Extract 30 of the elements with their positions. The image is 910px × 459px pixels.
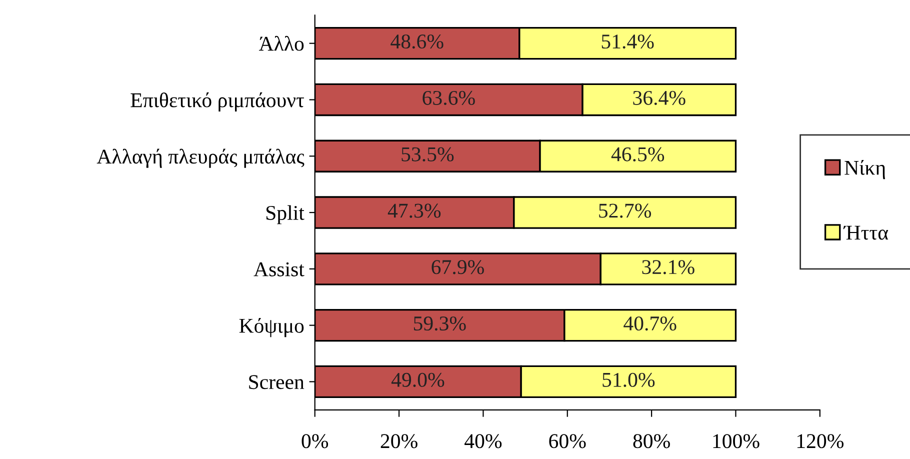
data-label: 47.3%: [388, 204, 441, 218]
x-tick-label: 80%: [633, 434, 670, 448]
legend-label: Ήττα: [843, 226, 888, 240]
x-tick-label: 20%: [380, 434, 418, 448]
x-tick-label: 40%: [464, 434, 502, 448]
y-tick-label: Screen: [249, 375, 304, 390]
data-label: 52.7%: [599, 204, 652, 218]
x-tick-label: 60%: [549, 434, 586, 448]
y-tick-label: Assist: [254, 262, 304, 276]
x-tick-label: 120%: [797, 434, 844, 448]
data-label: 51.0%: [602, 372, 655, 387]
data-label: 46.5%: [611, 147, 664, 162]
x-tick-label: 0%: [302, 434, 328, 448]
y-tick-label: Επιθετικό ριμπάουντ: [130, 92, 304, 112]
data-label: 32.1%: [642, 260, 694, 274]
data-label: 48.6%: [390, 34, 444, 49]
y-tick-label: Αλλαγή πλευράς μπάλας: [96, 148, 304, 168]
data-label: 51.4%: [602, 34, 654, 49]
x-tick-label: 100%: [713, 434, 760, 448]
y-tick-label: Split: [266, 205, 304, 224]
data-label: 63.6%: [422, 90, 475, 106]
y-tick-label: Κόψιμο: [239, 318, 304, 338]
data-label: 40.7%: [624, 316, 676, 331]
data-label: 59.3%: [414, 316, 466, 331]
data-label: 49.0%: [391, 372, 444, 387]
legend-label: Νίκη: [844, 160, 886, 180]
data-label: 67.9%: [432, 260, 484, 274]
data-label: 36.4%: [633, 90, 686, 106]
data-label: 53.5%: [402, 147, 454, 162]
y-tick-label: Άλλο: [258, 36, 304, 51]
